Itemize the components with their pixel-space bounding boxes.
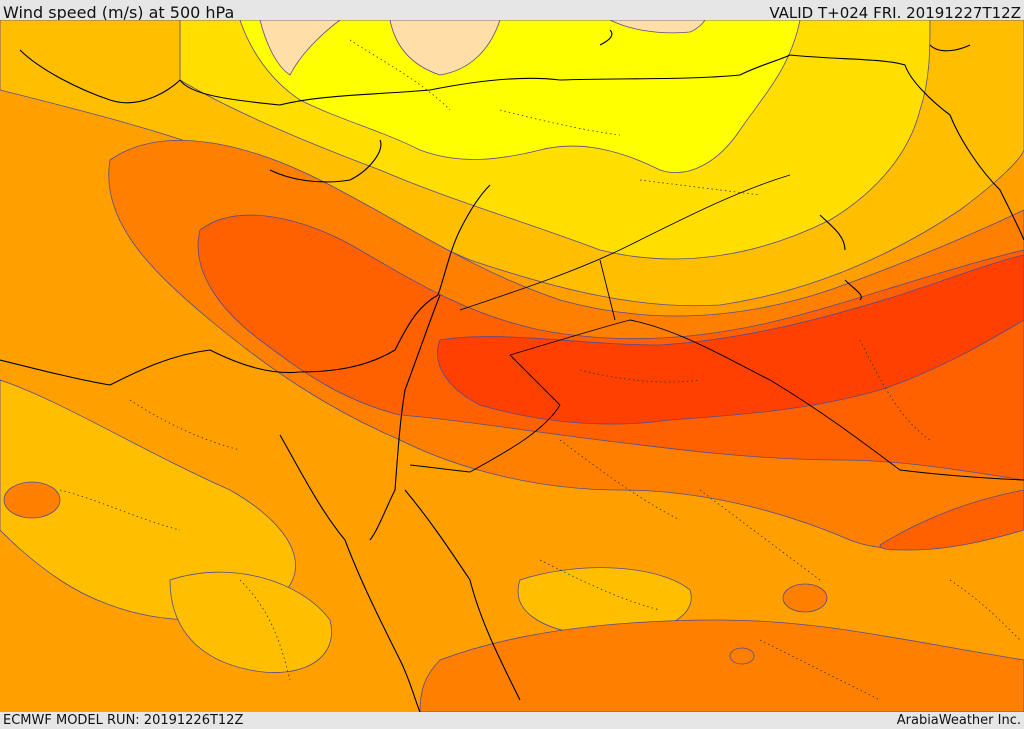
field-blob-1 — [782, 583, 828, 613]
map-canvas — [0, 20, 1024, 712]
coastlines — [0, 29, 1024, 712]
footer-bar: ECMWF MODEL RUN: 20191226T12Z ArabiaWeat… — [0, 712, 1024, 729]
model-run: ECMWF MODEL RUN: 20191226T12Z — [3, 713, 244, 728]
field-light-north — [239, 20, 801, 173]
valid-time: VALID T+024 FRI. 20191227T12Z — [769, 4, 1021, 22]
field-mid3-se — [419, 619, 1024, 712]
province-boundaries — [59, 39, 1021, 701]
field-very-light-1 — [259, 20, 341, 76]
field-high2-core — [437, 254, 1024, 425]
field-very-light-3 — [609, 20, 706, 34]
field-blob-2 — [729, 647, 755, 665]
field-very-light-2 — [389, 20, 501, 76]
borders — [409, 174, 1024, 481]
header-bar: Wind speed (m/s) at 500 hPa VALID T+024 … — [0, 0, 1024, 22]
field-blob-3 — [3, 481, 61, 519]
credit: ArabiaWeather Inc. — [896, 713, 1021, 728]
map-title: Wind speed (m/s) at 500 hPa — [3, 3, 235, 22]
field-mid1-sw — [169, 571, 332, 673]
field-mid1-s — [517, 567, 692, 637]
field-high1-se — [879, 489, 1024, 551]
wind-speed-map[interactable] — [0, 20, 1024, 712]
